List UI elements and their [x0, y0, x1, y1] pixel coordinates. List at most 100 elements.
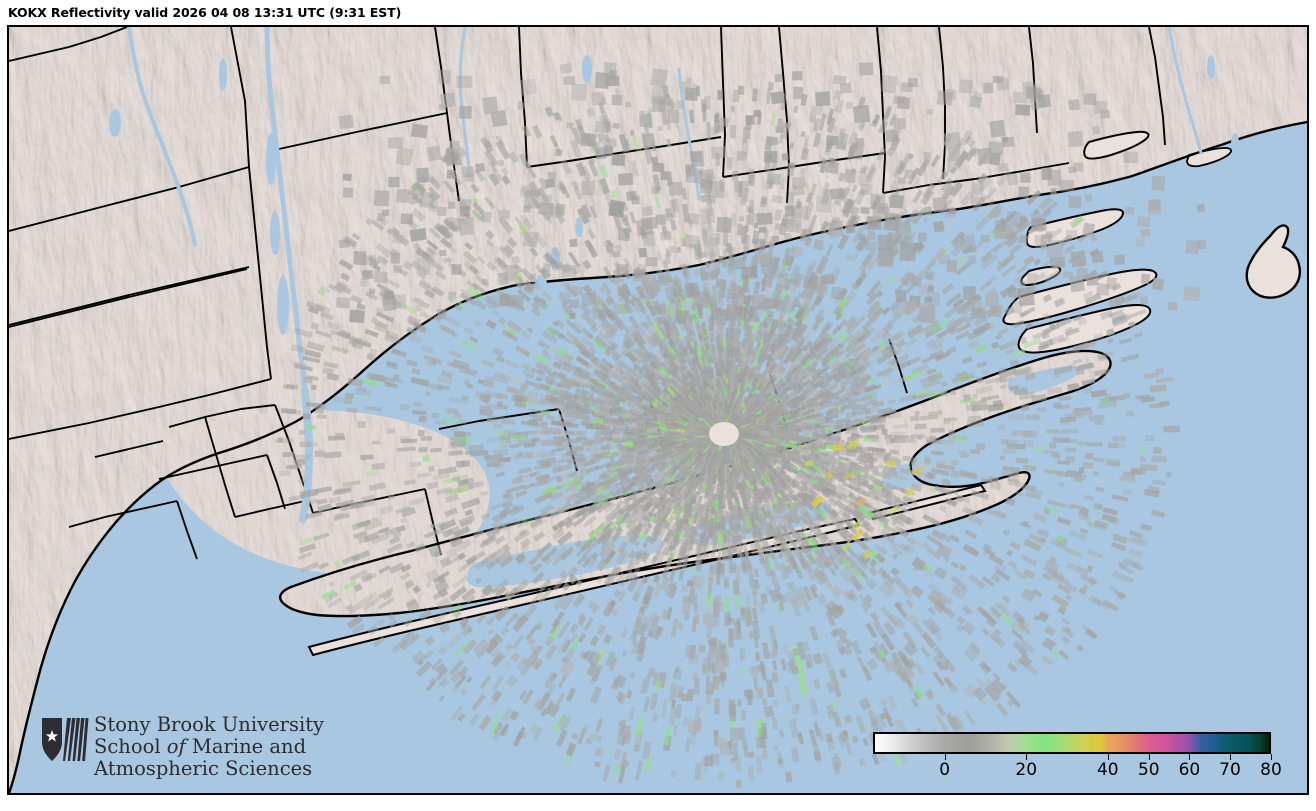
- radar-echo-cell: [739, 666, 745, 674]
- radar-echo-cell: [1064, 447, 1077, 453]
- radar-echo-cell: [786, 492, 795, 501]
- radar-echo-cell: [772, 508, 781, 521]
- radar-echo-cell: [694, 762, 702, 780]
- radar-echo-cell: [789, 510, 801, 525]
- radar-echo-cell: [856, 481, 863, 487]
- radar-echo-cell: [702, 543, 708, 557]
- radar-echo-cell: [782, 518, 789, 526]
- radar-echo-cell: [864, 408, 872, 416]
- radar-echo-cell: [807, 439, 815, 444]
- radar-echo-cell: [825, 512, 834, 521]
- radar-echo-cell: [807, 482, 817, 491]
- radar-echo-cell: [820, 429, 826, 434]
- radar-echo-cell: [760, 562, 767, 570]
- radar-echo-cell: [718, 296, 724, 306]
- radar-echo-cell: [822, 499, 832, 509]
- radar-echo-cell: [827, 497, 838, 507]
- radar-echo-cell: [581, 441, 593, 447]
- radar-echo-cell: [526, 430, 537, 435]
- radar-echo-cell: [794, 546, 805, 559]
- radar-echo-cell: [681, 507, 690, 521]
- radar-echo-cell: [729, 124, 737, 139]
- radar-echo-cell: [509, 443, 519, 449]
- radar-echo-cell: [705, 552, 710, 558]
- radar-echo-cell: [810, 446, 820, 453]
- radar-echo-cell: [828, 451, 842, 458]
- radar-echo-cell: [860, 570, 870, 581]
- map-frame[interactable]: [7, 25, 1309, 795]
- radar-echo-cell: [1060, 420, 1070, 425]
- radar-echo-cell: [790, 494, 802, 506]
- radar-echo-cell: [895, 473, 905, 481]
- radar-echo-cell: [693, 538, 699, 545]
- radar-echo-cell: [913, 461, 922, 468]
- radar-echo-cell: [661, 537, 668, 546]
- radar-echo-cell: [752, 491, 762, 507]
- radar-echo-cell: [675, 559, 683, 571]
- land-metro: [157, 410, 490, 576]
- radar-echo-cell: [704, 261, 711, 269]
- radar-echo-cell: [698, 533, 705, 539]
- radar-echo-cell: [653, 582, 662, 598]
- radar-echo-cell: [710, 551, 716, 558]
- radar-echo-cell: [785, 557, 794, 571]
- radar-echo-cell: [784, 480, 793, 489]
- radar-echo-cell: [752, 591, 759, 607]
- radar-echo-cell: [791, 509, 803, 523]
- title-bar: KOKX Reflectivity valid 2026 04 08 13:31…: [0, 0, 1316, 25]
- radar-echo-cell: [909, 497, 918, 505]
- radar-echo-cell: [829, 566, 838, 577]
- radar-echo-cell: [678, 554, 685, 561]
- radar-echo-cell: [953, 436, 966, 443]
- radar-echo-cell: [813, 558, 822, 569]
- radar-echo-cell: [908, 537, 923, 550]
- radar-echo-cell: [702, 764, 709, 775]
- radar-echo-cell: [781, 532, 790, 543]
- radar-echo-cell: [721, 260, 728, 268]
- radar-echo-cell: [748, 490, 755, 499]
- radar-echo-cell: [878, 510, 888, 518]
- radar-echo-cell: [732, 579, 740, 595]
- radar-echo-cell: [1140, 456, 1146, 462]
- radar-echo-cell: [650, 555, 658, 565]
- radar-echo-cell: [717, 543, 722, 554]
- radar-echo-cell: [923, 459, 932, 466]
- radar-echo-cell: [1058, 481, 1065, 488]
- radar-echo-cell: [902, 495, 912, 503]
- radar-echo-cell: [760, 430, 770, 436]
- radar-echo-cell: [772, 541, 779, 551]
- radar-echo-cell: [743, 503, 749, 513]
- radar-echo-cell: [695, 544, 702, 556]
- radar-echo-cell: [917, 435, 922, 440]
- radar-echo-cell: [767, 456, 778, 465]
- radar-echo-cell: [813, 430, 819, 435]
- radar-echo-cell: [682, 522, 691, 539]
- radar-echo-cell: [418, 429, 425, 437]
- radar-echo-cell: [911, 501, 918, 508]
- radar-echo-cell: [781, 442, 791, 449]
- radar-echo-cell: [681, 554, 690, 570]
- radar-echo-cell: [299, 430, 306, 435]
- radar-echo-cell: [838, 455, 848, 462]
- radar-echo-cell: [726, 519, 731, 526]
- radar-echo-cell: [686, 513, 695, 526]
- radar-echo-cell: [696, 542, 703, 551]
- radar-echo-cell: [742, 568, 748, 575]
- radar-echo-cell: [893, 517, 905, 527]
- radar-echo-cell: [821, 535, 829, 543]
- radar-echo-cell: [827, 430, 834, 435]
- radar-echo-cell: [724, 528, 730, 543]
- radar-echo-cell: [968, 415, 982, 422]
- radar-echo-cell: [652, 549, 662, 563]
- radar-echo-cell: [758, 557, 765, 564]
- radar-echo-cell: [806, 552, 817, 566]
- radar-echo-cell: [856, 567, 867, 579]
- radar-echo-cell: [902, 497, 910, 505]
- radar-echo-cell: [500, 444, 508, 449]
- map-canvas[interactable]: [9, 27, 1307, 793]
- radar-echo-cell: [701, 516, 708, 530]
- radar-echo-cell: [777, 489, 785, 498]
- radar-echo-cell: [751, 504, 760, 520]
- radar-echo-cell: [727, 532, 732, 542]
- radar-echo-cell: [517, 438, 537, 446]
